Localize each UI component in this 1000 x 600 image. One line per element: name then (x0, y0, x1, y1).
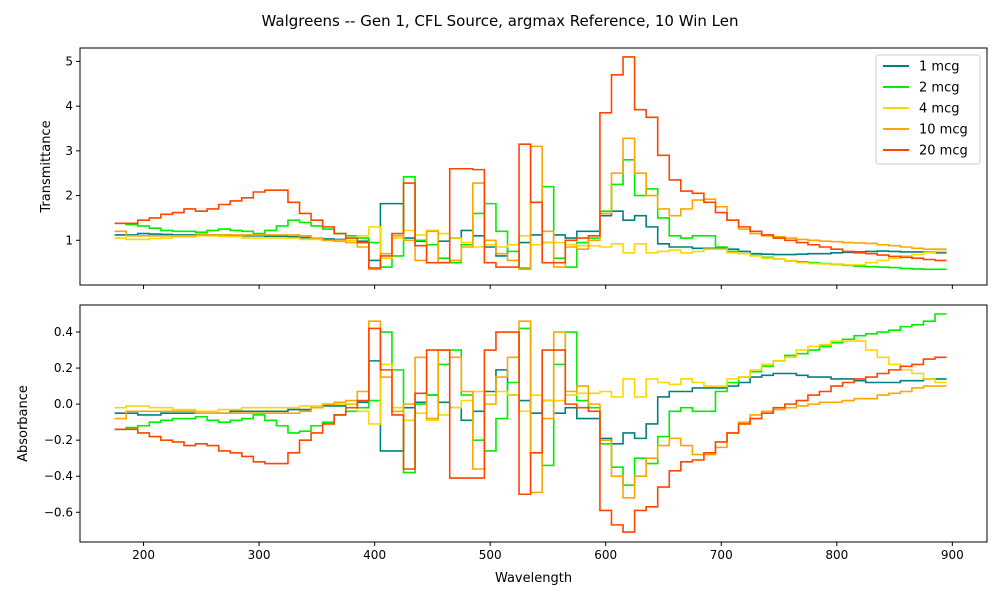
absorbance-ylabel: Absorbance (16, 385, 31, 462)
absorbance-plot: 200 300 400 500 600 700 800 900 −0.6 −0.4 −0.2 0.0 0… (16, 304, 988, 586)
absorbance-xtick-label-1: 300 (248, 548, 271, 562)
transmittance-ytick-label-3: 4 (65, 99, 73, 113)
transmittance-series-lines (114, 56, 947, 271)
absorbance-xtick-label-2: 400 (363, 548, 386, 562)
transmittance-series-2 (114, 226, 947, 266)
legend-label-4: 20 mcg (919, 144, 968, 159)
transmittance-ytick-label-4: 5 (65, 54, 73, 68)
absorbance-ytick-label-2: −0.2 (44, 433, 73, 447)
transmittance-ytick-label-1: 2 (65, 189, 73, 203)
absorbance-ytick-label-3: 0.0 (54, 397, 73, 411)
absorbance-xtick-label-7: 900 (941, 548, 964, 562)
legend-items: 1 mcg 2 mcg 4 mcg 10 mcg 20 mcg (883, 60, 968, 159)
legend: 1 mcg 2 mcg 4 mcg 10 mcg 20 mcg (875, 54, 981, 165)
transmittance-series-4 (114, 56, 947, 269)
legend-label-3: 10 mcg (919, 123, 968, 138)
absorbance-ytick-label-1: −0.4 (44, 469, 73, 483)
transmittance-plot: 1 2 3 4 5 Transmittance 1 mcg 2 mcg 4 mcg 10 mc… (39, 47, 988, 289)
absorbance-xlabel: Wavelength (495, 571, 572, 586)
transmittance-ticks: 1 2 3 4 5 (65, 54, 953, 289)
legend-label-0: 1 mcg (919, 60, 959, 75)
legend-label-2: 4 mcg (919, 102, 959, 117)
absorbance-series-4 (114, 327, 947, 533)
absorbance-xtick-label-0: 200 (132, 548, 155, 562)
absorbance-xtick-label-5: 700 (710, 548, 733, 562)
figure-title: Walgreens -- Gen 1, CFL Source, argmax R… (262, 12, 739, 30)
absorbance-xtick-label-3: 500 (479, 548, 502, 562)
absorbance-ytick-label-0: −0.6 (44, 505, 73, 519)
absorbance-xtick-label-6: 800 (825, 548, 848, 562)
absorbance-ytick-label-5: 0.4 (54, 325, 73, 339)
absorbance-xtick-label-4: 600 (594, 548, 617, 562)
absorbance-ytick-label-4: 0.2 (54, 361, 73, 375)
absorbance-ticks: 200 300 400 500 600 700 800 900 −0.6 −0.4 −0.2 0.0 0… (44, 325, 964, 562)
absorbance-axes-frame (79, 304, 988, 543)
legend-label-1: 2 mcg (919, 81, 959, 96)
absorbance-series-3 (114, 320, 947, 499)
transmittance-ytick-label-2: 3 (65, 144, 73, 158)
absorbance-series-lines (114, 313, 947, 533)
transmittance-ytick-label-0: 1 (65, 233, 73, 247)
transmittance-axes-frame (79, 47, 988, 286)
transmittance-ylabel: Transmittance (39, 120, 54, 213)
legend-frame (875, 54, 981, 165)
